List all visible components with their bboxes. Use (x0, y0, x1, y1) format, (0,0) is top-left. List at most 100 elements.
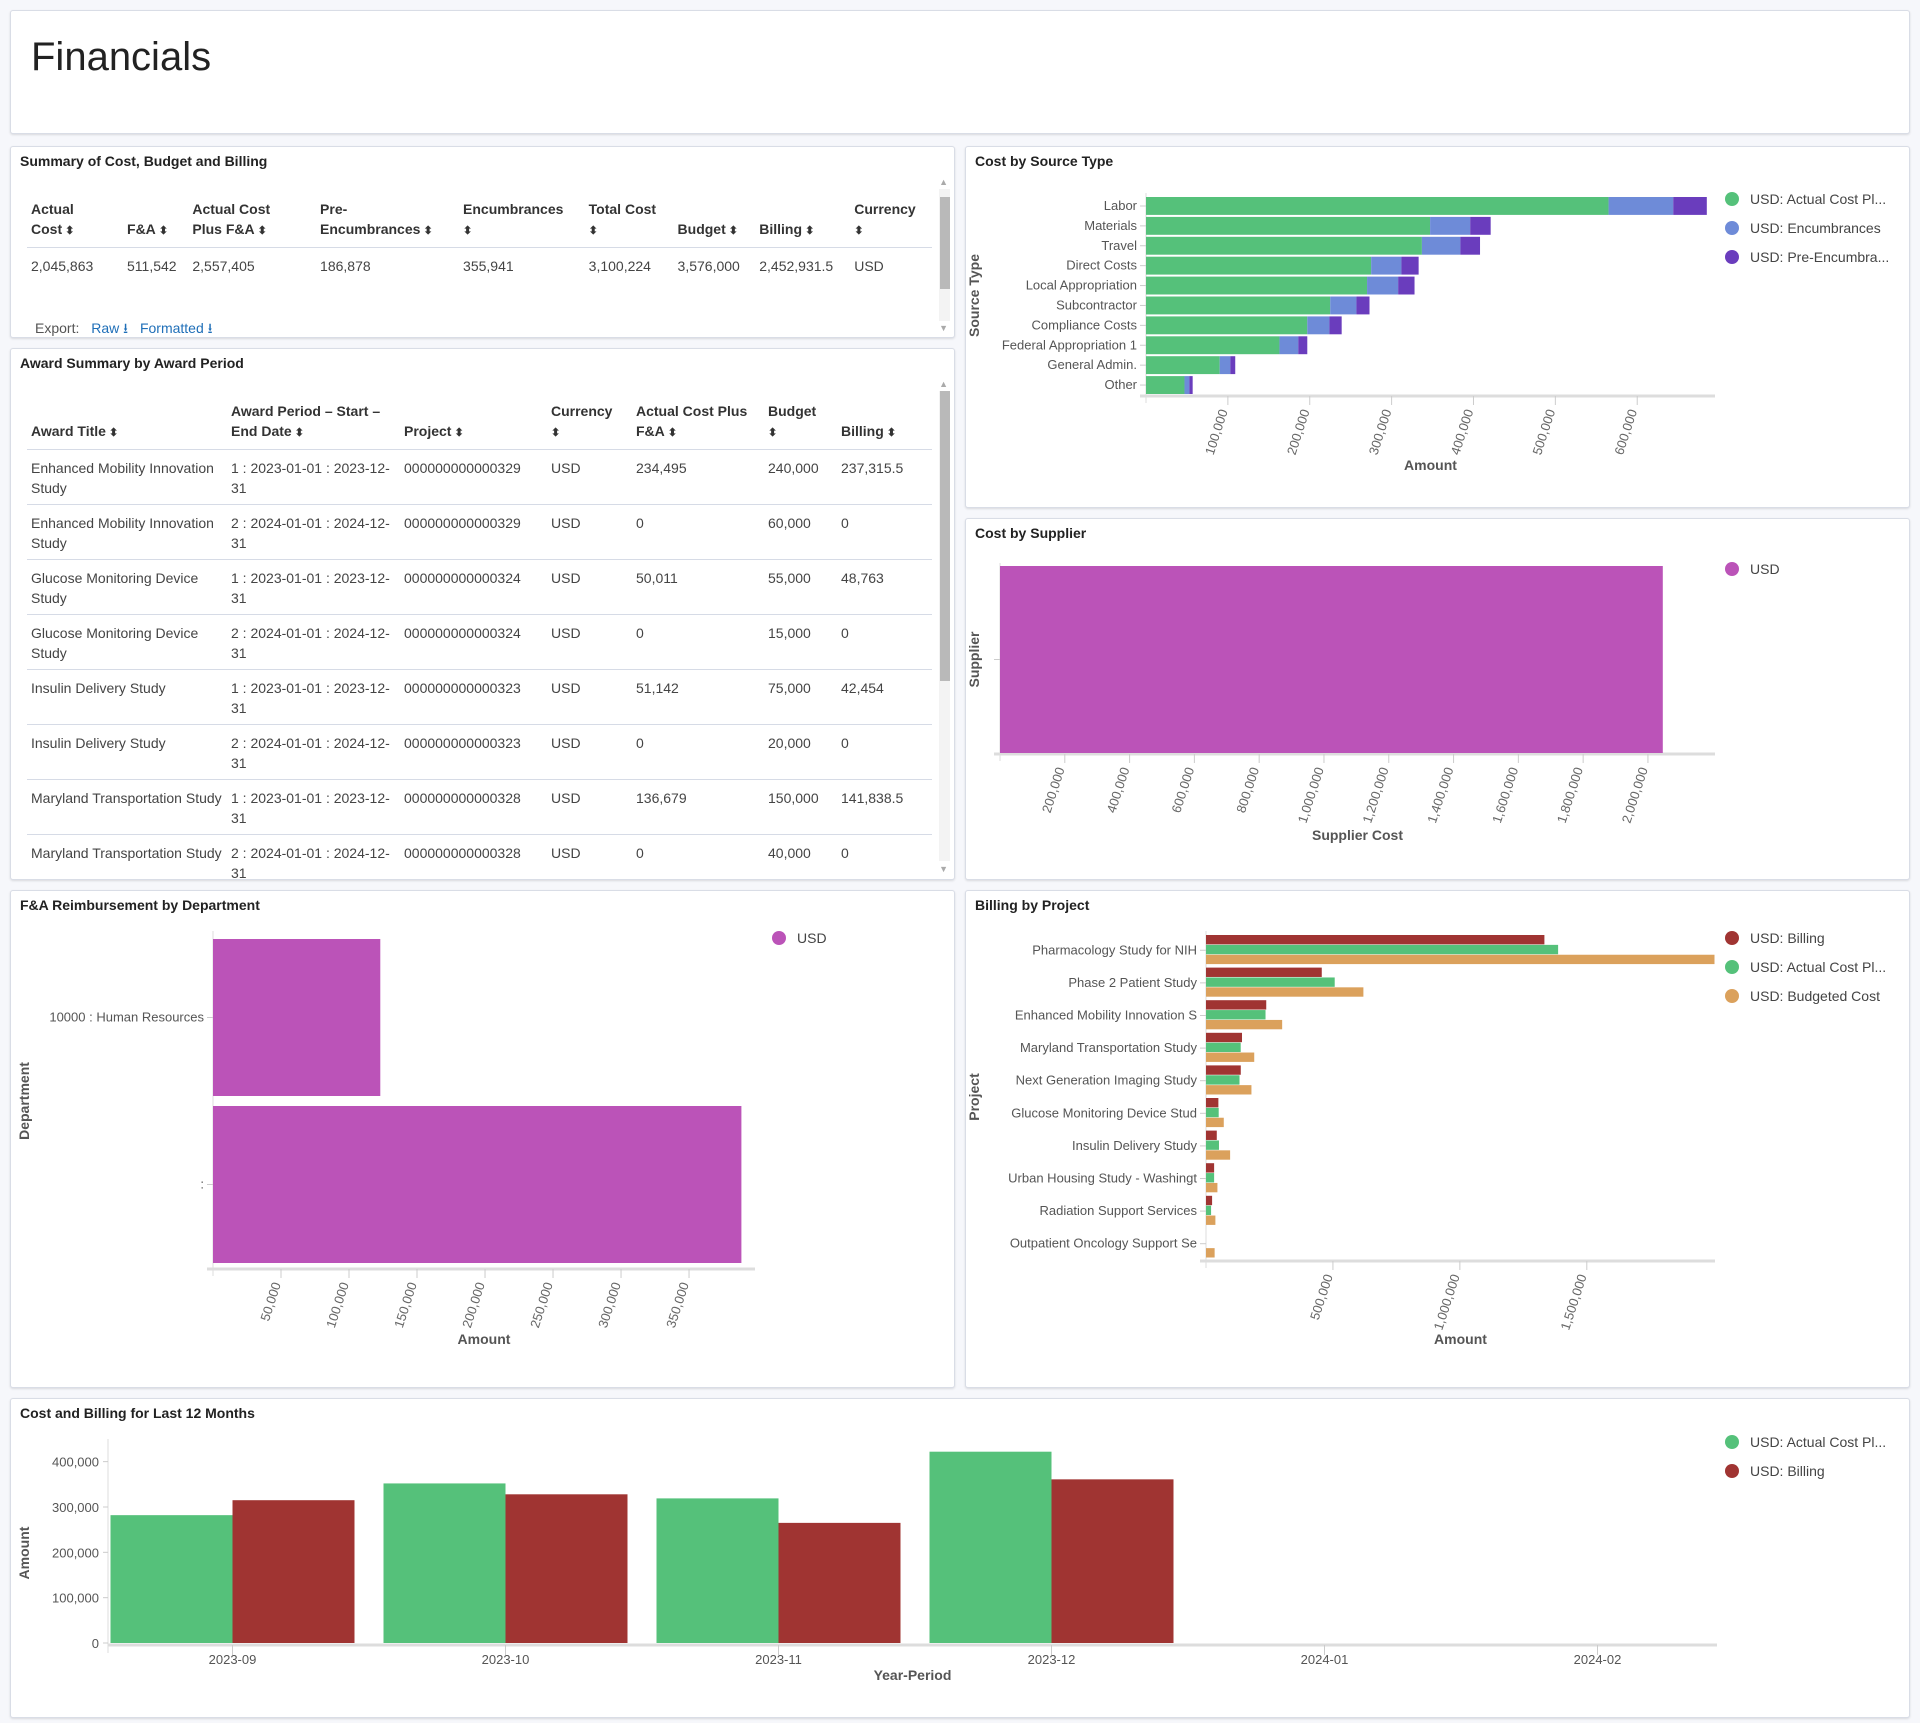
table-cell: USD (547, 669, 632, 725)
sort-icon[interactable]: ⬍ (291, 427, 304, 439)
billing-by-project-panel: Billing by Project USD: Billing USD: Actua… (965, 890, 1910, 1388)
award-title: Award Summary by Award Period (20, 355, 244, 371)
scroll-up-arrow[interactable]: ▲ (939, 379, 948, 389)
sort-icon[interactable]: ⬍ (883, 427, 897, 439)
column-header[interactable]: Encumbrances ⬍ (459, 199, 585, 248)
bar (1206, 1010, 1266, 1020)
column-header[interactable]: Currency ⬍ (850, 199, 932, 248)
sort-icon[interactable]: ⬍ (420, 225, 433, 237)
sort-icon[interactable]: ⬍ (768, 427, 778, 439)
y-axis-title: Source Type (966, 254, 982, 337)
x-tick-label: 200,000 (1284, 407, 1313, 456)
header-panel: Financials (10, 10, 1910, 134)
sort-icon[interactable]: ⬍ (451, 427, 464, 439)
sort-icon[interactable]: ⬍ (551, 427, 561, 439)
table-row: 2,045,863 511,542 2,557,405 186,878 355,941 3… (27, 247, 932, 308)
x-tick-label: 2,000,000 (1619, 765, 1651, 825)
column-header[interactable]: Award Title ⬍ (27, 401, 227, 450)
export-formatted-link[interactable]: Formatted ⭳ (140, 320, 213, 336)
scrollbar[interactable] (939, 189, 950, 321)
bar (1206, 1019, 1283, 1030)
bar (1398, 276, 1415, 295)
sort-icon[interactable]: ⬍ (254, 225, 267, 237)
table-cell: 511,542 (123, 247, 189, 308)
summary-table: Actual Cost ⬍ F&A ⬍ Actual Cost Plus F&A ⬍ Pr… (27, 199, 932, 308)
column-header[interactable]: Budget ⬍ (764, 401, 837, 450)
bar (1146, 376, 1185, 394)
sort-icon[interactable]: ⬍ (854, 225, 864, 237)
sort-icon[interactable]: ⬍ (725, 225, 739, 237)
table-cell: 240,000 (764, 449, 837, 505)
column-header[interactable]: Currency ⬍ (547, 401, 632, 450)
legend-label: USD: Pre-Encumbra... (1750, 249, 1889, 265)
award-table: Award Title ⬍ Award Period – Start – End D… (27, 401, 932, 879)
x-tick-label: 800,000 (1233, 765, 1262, 814)
table-cell: 1 : 2023-01-01 : 2023-12-31 (227, 449, 400, 505)
table-cell: 75,000 (764, 669, 837, 725)
column-header[interactable]: Project ⬍ (400, 401, 547, 450)
table-cell: 0 (632, 724, 764, 780)
scrollbar[interactable] (939, 391, 950, 861)
x-tick-label: 500,000 (1307, 1272, 1336, 1321)
y-tick-label: 100,000 (52, 1591, 99, 1606)
chart-group: USD: Actual Cost Pl... USD: Encumbrances U… (966, 191, 1889, 473)
bar (1206, 1182, 1218, 1193)
bar (1206, 935, 1545, 945)
export-raw-link[interactable]: Raw ⭳ (91, 320, 128, 336)
bar (232, 1500, 355, 1643)
column-header[interactable]: Pre- Encumbrances ⬍ (316, 199, 459, 248)
category-label: Pharmacology Study for NIH (1032, 942, 1197, 957)
bar (1421, 236, 1461, 255)
sort-icon[interactable]: ⬍ (105, 427, 119, 439)
column-header[interactable]: Billing ⬍ (755, 199, 850, 248)
header-text: Award Title (31, 423, 106, 439)
column-header[interactable]: Award Period – Start – End Date ⬍ (227, 401, 400, 450)
bar (1146, 216, 1431, 235)
bar (1230, 356, 1236, 375)
category-label: Direct Costs (1066, 258, 1137, 273)
bar (1460, 236, 1481, 255)
column-header[interactable]: Billing ⬍ (837, 401, 932, 450)
header-text: F&A (636, 423, 665, 439)
legend-swatch (772, 931, 786, 945)
sort-icon[interactable]: ⬍ (664, 427, 678, 439)
sort-icon[interactable]: ⬍ (155, 225, 169, 237)
x-tick-label: 1,800,000 (1554, 765, 1586, 825)
column-header[interactable]: Actual Cost ⬍ (27, 199, 123, 248)
table-cell: USD (547, 504, 632, 560)
legend-swatch (1725, 960, 1739, 974)
bar (1206, 1032, 1243, 1043)
category-label: : (200, 1177, 204, 1192)
column-header[interactable]: F&A ⬍ (123, 199, 188, 248)
scroll-down-arrow[interactable]: ▼ (939, 864, 948, 874)
table-cell: 186,878 (316, 247, 460, 308)
table-cell: 0 (837, 724, 932, 780)
bar (1430, 216, 1471, 235)
column-header[interactable]: Actual Cost Plus F&A ⬍ (188, 199, 316, 248)
sort-icon[interactable]: ⬍ (588, 225, 598, 237)
sort-icon[interactable]: ⬍ (463, 225, 473, 237)
table-cell: 48,763 (837, 559, 932, 615)
table-cell: Enhanced Mobility Innovation Study (27, 449, 227, 505)
sort-icon[interactable]: ⬍ (62, 225, 75, 237)
header-text: Budget (677, 221, 726, 237)
bar (1146, 316, 1308, 335)
scroll-up-arrow[interactable]: ▲ (939, 177, 948, 187)
x-tick-label: 1,400,000 (1424, 765, 1456, 825)
table-row: Glucose Monitoring Device Study 2 : 2024-… (27, 614, 932, 670)
table-cell: USD (850, 247, 932, 308)
column-header[interactable]: Budget ⬍ (674, 199, 756, 248)
table-cell: 40,000 (764, 834, 837, 879)
scroll-down-arrow[interactable]: ▼ (939, 323, 948, 333)
table-cell: 42,454 (837, 669, 932, 725)
table-cell: Glucose Monitoring Device Study (27, 614, 227, 670)
table-cell: 0 (632, 834, 764, 879)
table-row: Maryland Transportation Study 2 : 2024-01… (27, 834, 932, 879)
bar (1146, 276, 1368, 295)
header-text: Actual (31, 201, 74, 217)
column-header[interactable]: Actual Cost Plus F&A ⬍ (632, 401, 764, 450)
header-text: Project (404, 423, 452, 439)
sort-icon[interactable]: ⬍ (802, 225, 815, 237)
column-header[interactable]: Total Cost ⬍ (585, 199, 674, 248)
x-axis-title: Amount (1404, 457, 1457, 473)
